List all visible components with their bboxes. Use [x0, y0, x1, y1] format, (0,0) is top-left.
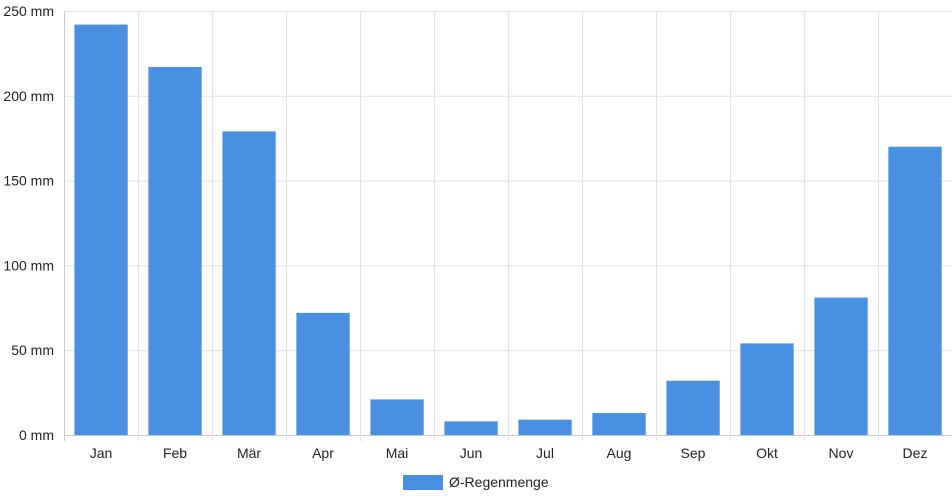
bar-Jan[interactable]	[74, 24, 128, 435]
x-tick-label: Apr	[312, 445, 334, 461]
bar-Nov[interactable]	[814, 297, 868, 435]
x-tick-label: Aug	[607, 445, 632, 461]
y-tick-label: 150 mm	[3, 173, 54, 189]
x-tick-label: Dez	[903, 445, 928, 461]
bar-Jun[interactable]	[444, 421, 498, 435]
x-tick-label: Sep	[681, 445, 706, 461]
y-tick-label: 200 mm	[3, 88, 54, 104]
bar-Aug[interactable]	[592, 413, 646, 435]
y-axis-ticks: 0 mm 50 mm 100 mm 150 mm 200 mm 250 mm	[3, 3, 54, 443]
legend-label-series-1: Ø-Regenmenge	[449, 474, 549, 490]
x-tick-label: Nov	[829, 445, 854, 461]
x-tick-label: Jun	[460, 445, 483, 461]
x-tick-label: Okt	[756, 445, 778, 461]
bars	[74, 24, 942, 435]
bar-Mai[interactable]	[370, 399, 424, 435]
bar-Apr[interactable]	[296, 312, 350, 435]
x-tick-label: Jan	[90, 445, 113, 461]
x-tick-label: Jul	[536, 445, 554, 461]
bar-Sep[interactable]	[666, 380, 720, 435]
y-tick-label: 250 mm	[3, 3, 54, 19]
grid-lines	[64, 11, 952, 441]
x-tick-label: Mär	[237, 445, 261, 461]
y-tick-label: 0 mm	[19, 427, 54, 443]
bar-Dez[interactable]	[888, 146, 942, 435]
bar-Jul[interactable]	[518, 419, 572, 435]
bar-Feb[interactable]	[148, 67, 202, 435]
x-tick-label: Mai	[386, 445, 409, 461]
legend[interactable]: Ø-Regenmenge	[403, 474, 549, 490]
bar-Mär[interactable]	[222, 131, 276, 435]
x-tick-label: Feb	[163, 445, 187, 461]
y-tick-label: 50 mm	[11, 342, 54, 358]
bar-Okt[interactable]	[740, 343, 794, 435]
x-axis-ticks: Jan Feb Mär Apr Mai Jun Jul Aug Sep Okt Nov Dez	[90, 445, 928, 461]
legend-swatch	[403, 475, 443, 490]
y-tick-label: 100 mm	[3, 257, 54, 273]
